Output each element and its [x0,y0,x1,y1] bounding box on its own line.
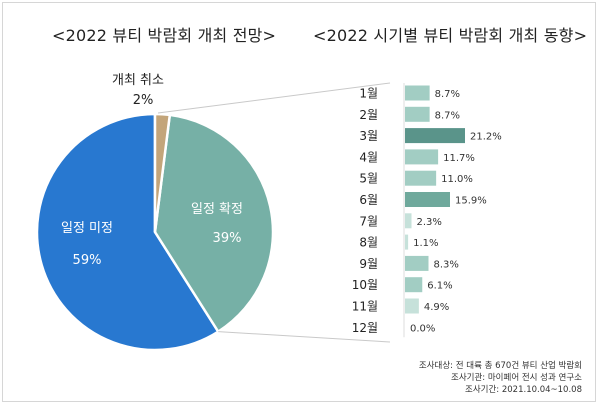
footnote-period: 조사기간: 2021.10.04~10.08 [465,385,582,395]
pie-label-confirmed: 일정 확정 [191,202,243,217]
pie-label-cancelled: 개최 취소 [112,73,164,88]
bar-mark [405,85,430,101]
bar-value-label: 8.3% [433,259,458,270]
bar-category-label: 11월 [352,300,378,314]
bar-value-label: 4.9% [424,302,449,313]
pie-value-cancelled: 2% [133,93,154,108]
pie-slice-confirmed [153,113,275,334]
bar-value-label: 0.0% [410,323,435,334]
footnote-agency: 조사기관: 마이페어 전시 성과 연구소 [451,373,582,383]
bar-value-label: 11.7% [443,153,475,164]
bar-category-label: 4월 [359,150,378,164]
bar-category-label: 2월 [359,108,378,122]
bar-mark [405,170,437,186]
leader-line-bottom [218,331,391,343]
bar-mark [405,234,409,250]
bar-mark [405,298,419,314]
bar-mark [405,149,439,165]
bar-mark [405,192,450,207]
pie-value-undecided: 59% [73,253,102,268]
bar-mark [405,255,429,271]
bar-chart-title: <2022 시기별 뷰티 박람회 개최 동향> [313,26,588,45]
survey-footnote: 조사대상: 전 대륙 총 670건 뷰티 산업 박람회 조사기관: 마이페어 전… [419,360,582,396]
bar-category-label: 7월 [359,214,378,228]
bar-value-label: 8.7% [435,89,460,100]
bar-value-label: 1.1% [413,238,438,249]
bar-value-label: 15.9% [455,196,487,207]
pie-value-confirmed: 39% [213,231,242,246]
leader-line-top [157,82,391,114]
bar-category-label: 6월 [359,193,378,207]
bar-mark [405,213,412,229]
bar-category-label: 12월 [352,321,378,335]
bar-value-label: 8.7% [435,110,460,121]
bar-chart: 1월 8.7% 2월 8.7% 3월 21.2% 4월 11.7% 5월 11.0% 6월 15.9%… [352,83,502,338]
bar-mark [405,128,465,144]
bar-category-label: 8월 [359,236,378,250]
bar-value-label: 11.0% [441,174,473,185]
bar-category-label: 5월 [359,172,378,186]
bar-value-label: 2.3% [417,217,442,228]
bar-category-label: 3월 [359,129,378,143]
bar-category-label: 10월 [352,278,378,292]
leader-lines [157,82,391,343]
bar-value-label: 6.1% [427,281,452,292]
bar-category-label: 1월 [359,87,378,101]
bar-value-label: 21.2% [470,132,502,143]
pie-chart: 일정 미정 59% 일정 확정 39% 개최 취소 2% [35,73,275,352]
pie-slice-undecided [35,112,220,352]
pie-label-undecided: 일정 미정 [61,221,113,236]
footnote-target: 조사대상: 전 대륙 총 670건 뷰티 산업 박람회 [418,361,582,371]
pie-chart-title: <2022 뷰티 박람회 개최 전망> [52,26,277,45]
bar-mark [405,106,430,122]
bar-mark [405,277,423,293]
chart-frame [2,2,596,402]
bar-category-label: 9월 [359,257,378,271]
pie-slice-cancelled [153,112,172,233]
